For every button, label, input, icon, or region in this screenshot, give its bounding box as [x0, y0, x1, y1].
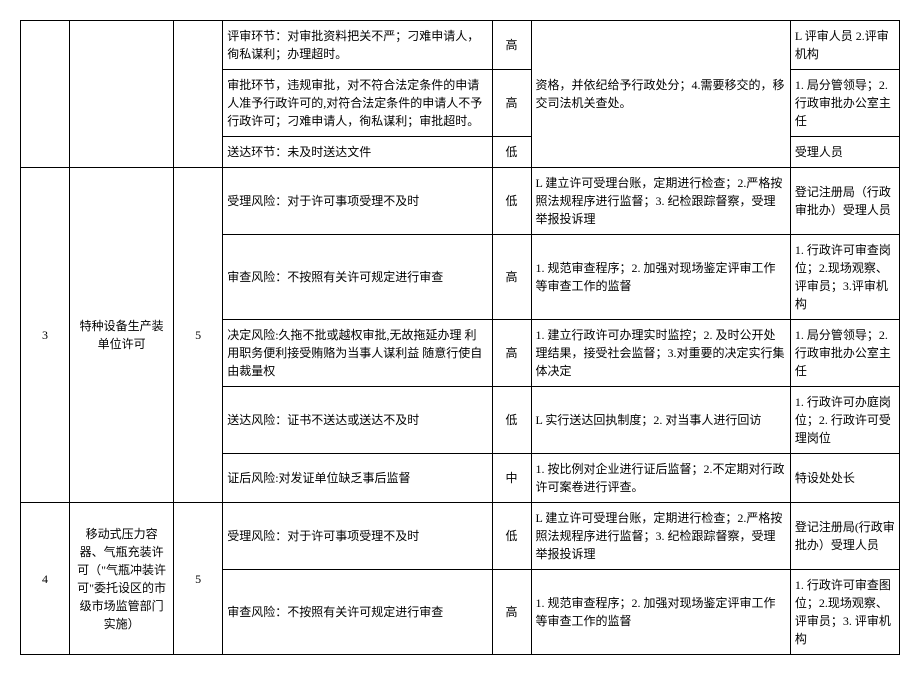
idx-cell: 4 — [21, 503, 70, 655]
risk-cell: 决定风险:久拖不批或越权审批,无故拖延办理 利用职务便利接受贿赂为当事人谋利益 … — [223, 320, 492, 387]
measure-cell: L 建立许可受理台账，定期进行检查；2.严格按照法规程序进行监督；3. 纪检跟踪… — [531, 503, 790, 570]
name-cell — [70, 21, 174, 168]
risk-cell: 送达环节：未及时送达文件 — [223, 137, 492, 168]
risk-cell: 审查风险：不按照有关许可规定进行审查 — [223, 235, 492, 320]
owner-cell: 登记注册局(行政审批办）受理人员 — [790, 503, 899, 570]
level-cell: 中 — [492, 454, 531, 503]
risk-cell: 送达风险：证书不送达或送达不及时 — [223, 387, 492, 454]
owner-cell: L 评审人员 2.评审机构 — [790, 21, 899, 70]
level-cell: 高 — [492, 320, 531, 387]
owner-cell: 1. 行政许可办庭岗位；2. 行政许可受理岗位 — [790, 387, 899, 454]
level-cell: 高 — [492, 235, 531, 320]
risk-cell: 评审环节：对审批资料把关不严；刁难申请人，徇私谋利；办理超时。 — [223, 21, 492, 70]
measure-cell: 资格，并依纪给予行政处分；4.需要移交的，移交司法机关查处。 — [531, 21, 790, 168]
owner-cell: 受理人员 — [790, 137, 899, 168]
level-cell: 高 — [492, 70, 531, 137]
idx-cell — [21, 21, 70, 168]
owner-cell: 1. 局分管领导；2. 行政审批办公室主任 — [790, 70, 899, 137]
level-cell: 高 — [492, 21, 531, 70]
measure-cell: L 实行送达回执制度；2. 对当事人进行回访 — [531, 387, 790, 454]
measure-cell: L 建立许可受理台账，定期进行检查；2.严格按照法规程序进行监督；3. 纪检跟踪… — [531, 168, 790, 235]
owner-cell: 1. 行政许可审查岗位；2.现场观察、评审员；3.评审机构 — [790, 235, 899, 320]
count-cell: 5 — [174, 503, 223, 655]
risk-cell: 受理风险：对于许可事项受理不及时 — [223, 168, 492, 235]
level-cell: 低 — [492, 137, 531, 168]
table-row: 评审环节：对审批资料把关不严；刁难申请人，徇私谋利；办理超时。 高 资格，并依纪… — [21, 21, 900, 70]
owner-cell: 特设处处长 — [790, 454, 899, 503]
idx-cell: 3 — [21, 168, 70, 503]
measure-cell: 1. 建立行政许可办理实时监控；2. 及时公开处理结果，接受社会监督；3.对重要… — [531, 320, 790, 387]
owner-cell: 1. 局分管领导；2. 行政审批办公室主任 — [790, 320, 899, 387]
risk-cell: 证后风险:对发证单位缺乏事后监督 — [223, 454, 492, 503]
level-cell: 高 — [492, 570, 531, 655]
owner-cell: 登记注册局（行政审批办）受理人员 — [790, 168, 899, 235]
level-cell: 低 — [492, 503, 531, 570]
measure-cell: 1. 规范审查程序；2. 加强对现场鉴定评审工作等审查工作的监督 — [531, 570, 790, 655]
measure-cell: 1. 按比例对企业进行证后监督；2.不定期对行政许可案卷进行评查。 — [531, 454, 790, 503]
name-cell: 特种设备生产装单位许可 — [70, 168, 174, 503]
name-cell: 移动式压力容器、气瓶充装许可（"气瓶冲装许可"委托设区的市级市场监管部门实施） — [70, 503, 174, 655]
count-cell: 5 — [174, 168, 223, 503]
table-row: 4 移动式压力容器、气瓶充装许可（"气瓶冲装许可"委托设区的市级市场监管部门实施… — [21, 503, 900, 570]
owner-cell: 1. 行政许可审查图位；2.现场观察、评审员；3. 评审机构 — [790, 570, 899, 655]
risk-cell: 审查风险：不按照有关许可规定进行审查 — [223, 570, 492, 655]
table-row: 3 特种设备生产装单位许可 5 受理风险：对于许可事项受理不及时 低 L 建立许… — [21, 168, 900, 235]
risk-cell: 受理风险：对于许可事项受理不及时 — [223, 503, 492, 570]
risk-table: 评审环节：对审批资料把关不严；刁难申请人，徇私谋利；办理超时。 高 资格，并依纪… — [20, 20, 900, 655]
level-cell: 低 — [492, 168, 531, 235]
level-cell: 低 — [492, 387, 531, 454]
count-cell — [174, 21, 223, 168]
measure-cell: 1. 规范审查程序；2. 加强对现场鉴定评审工作等审查工作的监督 — [531, 235, 790, 320]
risk-cell: 审批环节，违规审批，对不符合法定条件的申请人准予行政许可的,对符合法定条件的申请… — [223, 70, 492, 137]
